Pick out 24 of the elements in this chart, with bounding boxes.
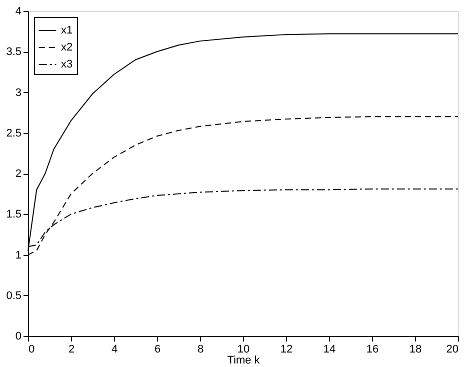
y-tick-label: 0 [15,330,22,342]
x-tick-label: 2 [68,344,75,356]
x-tick-label: 20 [446,344,458,356]
y-tick-label: 1 [15,249,22,262]
legend-label: x2 [61,42,73,54]
x-tick-label: 12 [280,344,293,356]
legend-label: x3 [61,58,73,70]
y-tick-label: 0.5 [6,290,22,302]
x-tick-label: 18 [409,344,422,356]
x-tick-label: 0 [28,344,35,356]
x-tick-label: 6 [154,344,161,356]
x-tick-label: 8 [197,344,204,356]
y-tick-label: 2 [15,168,22,180]
x-tick-label: 16 [366,344,379,356]
y-tick-label: 3 [15,86,22,99]
x-tick-label: 14 [323,344,336,356]
x-axis-title: Time k [227,354,260,366]
legend-label: x1 [61,24,73,36]
y-tick-label: 1.5 [6,208,22,221]
y-tick-label: 2.5 [6,127,22,140]
x-tick-label: 10 [237,344,250,356]
y-tick-label: 3.5 [6,46,22,58]
y-tick-label: 4 [15,6,22,18]
x-tick-label: 4 [111,344,118,356]
